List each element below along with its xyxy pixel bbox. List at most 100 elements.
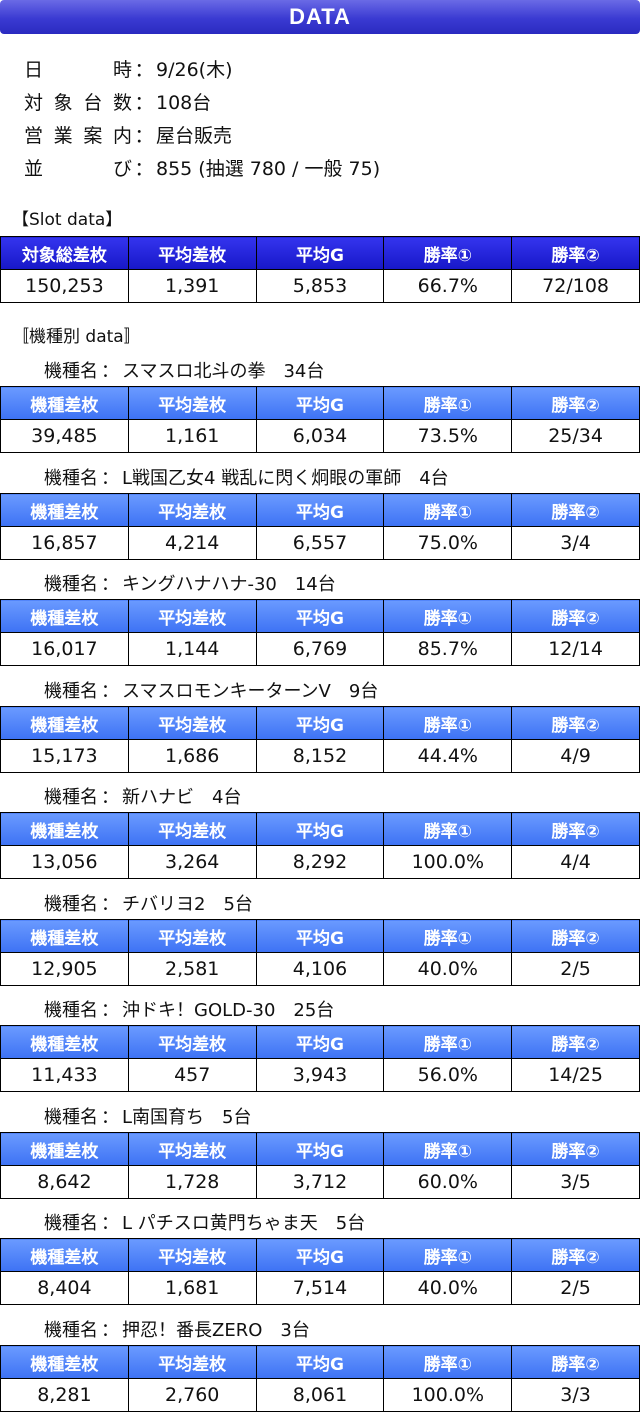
model-label-separator: ： xyxy=(101,1320,119,1341)
value-cell: 8,292 xyxy=(255,845,385,879)
value-cell: 4/9 xyxy=(511,739,640,773)
value-cell: 15,173 xyxy=(0,739,129,773)
table-header-row: 機種差枚 平均差枚 平均G 勝率① 勝率② xyxy=(0,1132,640,1166)
value-cell: 66.7% xyxy=(383,269,513,303)
header-cell: 勝率② xyxy=(511,236,640,270)
header-cell: 勝率① xyxy=(383,919,513,953)
value-cell: 3,712 xyxy=(255,1165,385,1199)
value-cell: 4,106 xyxy=(255,952,385,986)
model-title: 機種名：スマスロモンキーターンV 9台 xyxy=(44,677,378,703)
value-cell: 1,144 xyxy=(127,632,257,666)
header-cell: 平均G xyxy=(255,493,385,527)
header-cell: 機種差枚 xyxy=(0,706,129,740)
header-cell: 平均差枚 xyxy=(127,1345,257,1379)
header-cell: 勝率① xyxy=(383,812,513,846)
table-row: 16,017 1,144 6,769 85.7% 12/14 xyxy=(0,632,640,666)
header-cell: 平均差枚 xyxy=(127,599,257,633)
table-row: 11,433 457 3,943 56.0% 14/25 xyxy=(0,1058,640,1092)
header-cell: 平均G xyxy=(255,1132,385,1166)
model-label: 機種名 xyxy=(44,1107,98,1128)
table-row: 8,281 2,760 8,061 100.0% 3/3 xyxy=(0,1378,640,1412)
table-header-row: 機種差枚 平均差枚 平均G 勝率① 勝率② xyxy=(0,1238,640,1272)
header-cell: 勝率② xyxy=(511,706,640,740)
header-cell: 勝率① xyxy=(383,1025,513,1059)
header-cell: 機種差枚 xyxy=(0,493,129,527)
model-title: 機種名：押忍！番長ZERO 3台 xyxy=(44,1316,310,1342)
value-cell: 1,681 xyxy=(127,1271,257,1305)
header-cell: 勝率① xyxy=(383,599,513,633)
header-cell: 勝率① xyxy=(383,1345,513,1379)
header-cell: 対象総差枚 xyxy=(0,236,129,270)
info-value-date: 9/26(木) xyxy=(156,59,233,81)
value-cell: 3/3 xyxy=(511,1378,640,1412)
model-label: 機種名 xyxy=(44,361,98,382)
table-row: 150,253 1,391 5,853 66.7% 72/108 xyxy=(0,269,640,303)
value-cell: 3/4 xyxy=(511,526,640,560)
model-data-table: 機種差枚 平均差枚 平均G 勝率① 勝率② 13,056 3,264 8,292 100.0% 4… xyxy=(0,812,640,879)
value-cell: 8,061 xyxy=(255,1378,385,1412)
model-label-separator: ： xyxy=(101,681,119,702)
header-cell: 平均G xyxy=(255,919,385,953)
header-cell: 平均G xyxy=(255,706,385,740)
value-cell: 3/5 xyxy=(511,1165,640,1199)
value-cell: 13,056 xyxy=(0,845,129,879)
value-cell: 6,769 xyxy=(255,632,385,666)
value-cell: 100.0% xyxy=(383,1378,513,1412)
header-cell: 機種差枚 xyxy=(0,386,129,420)
info-separator: ： xyxy=(134,92,154,114)
header-cell: 平均差枚 xyxy=(127,1238,257,1272)
model-title: 機種名：新ハナビ 4台 xyxy=(44,783,241,809)
model-label-separator: ： xyxy=(101,574,119,595)
value-cell: 11,433 xyxy=(0,1058,129,1092)
model-data-table: 機種差枚 平均差枚 平均G 勝率① 勝率② 16,017 1,144 6,769 85.7% 12… xyxy=(0,599,640,666)
header-cell: 平均G xyxy=(255,1025,385,1059)
table-row: 16,857 4,214 6,557 75.0% 3/4 xyxy=(0,526,640,560)
model-label: 機種名 xyxy=(44,894,98,915)
model-name: L戦国乙女4 戦乱に閃く炯眼の軍師 4台 xyxy=(122,468,449,489)
header-cell: 機種差枚 xyxy=(0,1345,129,1379)
value-cell: 3,264 xyxy=(127,845,257,879)
model-title: 機種名： L南国育ち 5台 xyxy=(44,1103,251,1129)
value-cell: 2,760 xyxy=(127,1378,257,1412)
value-cell: 1,161 xyxy=(127,419,257,453)
table-header-row: 機種差枚 平均差枚 平均G 勝率① 勝率② xyxy=(0,1345,640,1379)
model-label-separator: ： xyxy=(101,1213,119,1234)
info-key-queue: 並び xyxy=(24,158,132,180)
header-cell: 機種差枚 xyxy=(0,599,129,633)
table-header-row: 機種差枚 平均差枚 平均G 勝率① 勝率② xyxy=(0,706,640,740)
table-header-row: 機種差枚 平均差枚 平均G 勝率① 勝率② xyxy=(0,812,640,846)
value-cell: 6,034 xyxy=(255,419,385,453)
model-name: スマスロモンキーターンV 9台 xyxy=(122,681,379,702)
model-name: スマスロ北斗の拳 34台 xyxy=(122,361,325,382)
value-cell: 14/25 xyxy=(511,1058,640,1092)
table-header-row: 機種差枚 平均差枚 平均G 勝率① 勝率② xyxy=(0,386,640,420)
model-label-separator: ： xyxy=(101,1000,119,1021)
value-cell: 12/14 xyxy=(511,632,640,666)
model-title: 機種名： L パチスロ黄門ちゃま天 5台 xyxy=(44,1209,365,1235)
value-cell: 3,943 xyxy=(255,1058,385,1092)
header-cell: 勝率① xyxy=(383,493,513,527)
value-cell: 2/5 xyxy=(511,952,640,986)
header-cell: 機種差枚 xyxy=(0,1132,129,1166)
model-name: L南国育ち 5台 xyxy=(122,1107,252,1128)
model-name: 新ハナビ 4台 xyxy=(122,787,242,808)
value-cell: 8,404 xyxy=(0,1271,129,1305)
info-value-queue: 855 (抽選 780 / 一般 75) xyxy=(156,158,381,180)
header-cell: 平均差枚 xyxy=(127,1025,257,1059)
header-cell: 平均差枚 xyxy=(127,236,257,270)
value-cell: 39,485 xyxy=(0,419,129,453)
table-header-row: 機種差枚 平均差枚 平均G 勝率① 勝率② xyxy=(0,493,640,527)
value-cell: 25/34 xyxy=(511,419,640,453)
info-key-business-info: 営業案内 xyxy=(24,125,132,147)
value-cell: 8,642 xyxy=(0,1165,129,1199)
data-banner: DATA xyxy=(0,0,640,34)
model-label: 機種名 xyxy=(44,1000,98,1021)
value-cell: 40.0% xyxy=(383,952,513,986)
model-label-separator: ： xyxy=(101,468,119,489)
model-data-table: 機種差枚 平均差枚 平均G 勝率① 勝率② 8,642 1,728 3,712 60.0% 3/5 xyxy=(0,1132,640,1199)
header-cell: 機種差枚 xyxy=(0,1238,129,1272)
header-cell: 平均差枚 xyxy=(127,1132,257,1166)
value-cell: 1,391 xyxy=(127,269,257,303)
header-cell: 勝率② xyxy=(511,1025,640,1059)
